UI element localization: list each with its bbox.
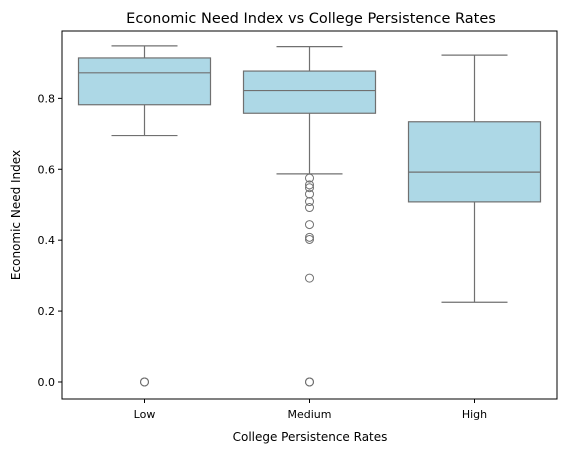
x-tick-label: Medium: [288, 408, 332, 421]
y-tick-label: 0.8: [38, 92, 56, 105]
outlier-point: [305, 234, 314, 244]
outlier-point: [305, 377, 314, 387]
y-tick-label: 0.4: [38, 234, 56, 247]
chart-title: Economic Need Index vs College Persisten…: [126, 11, 496, 27]
outlier-point: [305, 173, 314, 183]
x-tick-label: High: [462, 408, 487, 421]
y-tick-label: 0.6: [38, 163, 56, 176]
x-tick-label: Low: [134, 408, 156, 421]
outlier-point: [305, 273, 314, 283]
box-group-high: [407, 54, 542, 303]
plot-area: [77, 45, 542, 387]
outlier-point: [140, 377, 149, 387]
y-axis-label: Economic Need Index: [9, 150, 23, 280]
box-group-low: [77, 45, 212, 387]
y-tick-label: 0.2: [38, 305, 56, 318]
outlier-point: [305, 220, 314, 230]
box-iqr: [407, 121, 542, 203]
outlier-point: [305, 203, 314, 213]
outlier-point: [305, 232, 314, 242]
box-iqr: [77, 57, 212, 106]
outlier-point: [305, 197, 314, 207]
x-axis: Low Medium High: [134, 399, 487, 421]
y-axis: 0.0 0.2 0.4 0.6 0.8: [38, 92, 62, 389]
outlier-point: [305, 183, 314, 193]
box-group-medium: [242, 45, 377, 387]
y-tick-label: 0.0: [38, 376, 56, 389]
box-iqr: [242, 70, 377, 114]
outlier-point: [305, 180, 314, 190]
outlier-point: [305, 189, 314, 199]
x-axis-label: College Persistence Rates: [233, 430, 388, 444]
